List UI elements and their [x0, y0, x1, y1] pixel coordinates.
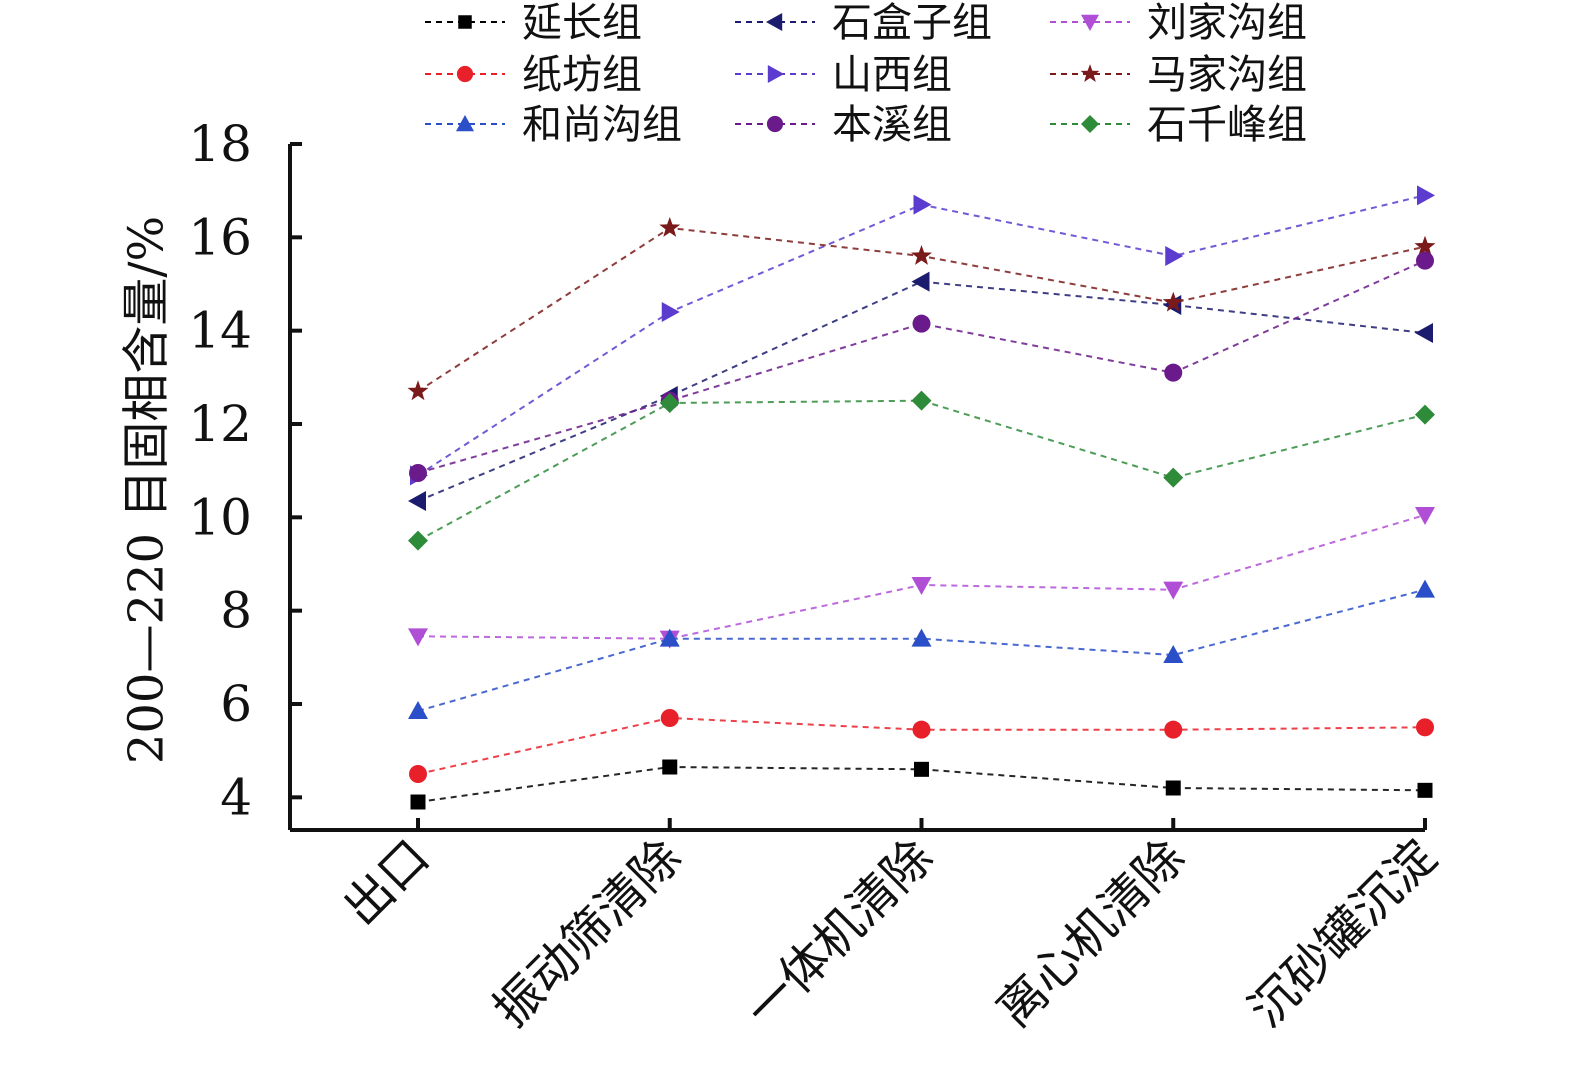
data-point: [912, 314, 931, 333]
data-point: [1163, 581, 1184, 600]
legend-label: 延长组: [522, 0, 642, 46]
legend-item: 纸坊组: [425, 52, 642, 98]
data-point: [660, 709, 679, 727]
data-point: [408, 491, 426, 511]
data-point: [408, 701, 428, 719]
data-point: [911, 390, 932, 411]
data-point: [408, 628, 428, 647]
legend-label: 纸坊组: [522, 52, 642, 98]
y-tick-label: 18: [188, 115, 252, 173]
legend-marker: [1080, 64, 1100, 82]
legend-marker: [456, 65, 474, 83]
series-line-6: [417, 588, 1426, 712]
legend-item: 和尚沟组: [425, 102, 682, 148]
series-line-0: [417, 765, 1426, 803]
series-line-7: [417, 259, 1426, 474]
x-tick-label: 沉砂罐沉淀: [1238, 829, 1447, 1038]
legend-marker: [1081, 14, 1099, 32]
legend-marker: [456, 115, 474, 132]
y-tick-label: 12: [188, 395, 252, 453]
legend-item: 马家沟组: [1050, 52, 1307, 98]
series-line-8: [417, 399, 1426, 542]
data-point: [1165, 780, 1181, 796]
legend-item: 刘家沟组: [1050, 0, 1307, 46]
data-point: [1417, 185, 1435, 206]
data-point: [911, 577, 932, 595]
y-tick-label: 14: [188, 302, 252, 360]
data-point: [661, 302, 680, 322]
data-point: [409, 464, 427, 482]
y-tick-label: 16: [188, 208, 252, 266]
legend-item: 石盒子组: [735, 0, 992, 46]
data-point: [662, 759, 678, 775]
data-point: [407, 380, 429, 401]
data-point: [659, 628, 680, 647]
data-point: [911, 271, 930, 292]
axes: 4 6 8 10 12 14 16 18 出口 振动筛清除 一体机清除 离心机清除 沉砂罐沉淀: [188, 115, 1447, 1038]
y-tick-label: 6: [220, 675, 252, 733]
legend-item: 延长组: [425, 0, 642, 46]
y-tick-label: 8: [220, 582, 252, 640]
data-point: [1415, 579, 1435, 598]
data-point: [1415, 507, 1435, 525]
data-point: [1417, 782, 1433, 798]
data-point: [659, 217, 681, 237]
data-point: [1414, 235, 1436, 256]
data-point: [410, 794, 426, 810]
data-point: [1165, 246, 1184, 266]
legend-label: 和尚沟组: [522, 102, 682, 148]
legend-marker: [458, 15, 472, 29]
series-line-2: [417, 514, 1426, 640]
data-point: [1415, 323, 1433, 343]
x-tick-label: 离心机清除: [986, 829, 1195, 1038]
legend-item: 本溪组: [735, 102, 952, 148]
legend-item: 石千峰组: [1050, 102, 1307, 148]
legend-label: 石盒子组: [832, 0, 992, 46]
data-point: [408, 530, 428, 551]
data-point: [911, 628, 932, 647]
data-point: [912, 720, 931, 739]
legend-label: 山西组: [832, 52, 952, 98]
y-tick-label: 10: [188, 488, 252, 546]
x-tick-label: 振动筛清除: [483, 829, 692, 1038]
data-point: [1163, 467, 1184, 488]
data-point: [1415, 404, 1435, 425]
data-point: [1416, 251, 1434, 270]
legend-label: 马家沟组: [1147, 52, 1307, 98]
data-point: [914, 761, 929, 777]
data-point: [659, 393, 680, 413]
series-line-4: [417, 194, 1426, 477]
x-tick-label: 一体机清除: [735, 829, 944, 1038]
data-point: [1163, 645, 1184, 663]
data-point: [1416, 718, 1434, 737]
legend-label: 刘家沟组: [1147, 0, 1307, 46]
y-tick-label: 4: [220, 768, 252, 826]
data-point: [911, 245, 932, 265]
data-point: [1164, 363, 1183, 382]
legend-marker: [1081, 115, 1099, 133]
legend-marker: [766, 13, 783, 31]
x-tick-label: 出口: [333, 829, 440, 936]
data-point: [1162, 291, 1184, 312]
series-markers: [407, 185, 1436, 810]
y-axis-label: 200—220 目固相含量/%: [119, 216, 175, 764]
data-point: [409, 765, 427, 783]
legend-marker: [767, 65, 784, 83]
legend-marker: [766, 115, 784, 133]
series-line-1: [417, 280, 1426, 502]
legend-label: 石千峰组: [1147, 102, 1307, 148]
data-point: [913, 194, 932, 215]
legend-item: 山西组: [735, 52, 952, 98]
data-point: [1164, 720, 1183, 739]
legend-label: 本溪组: [832, 102, 952, 148]
